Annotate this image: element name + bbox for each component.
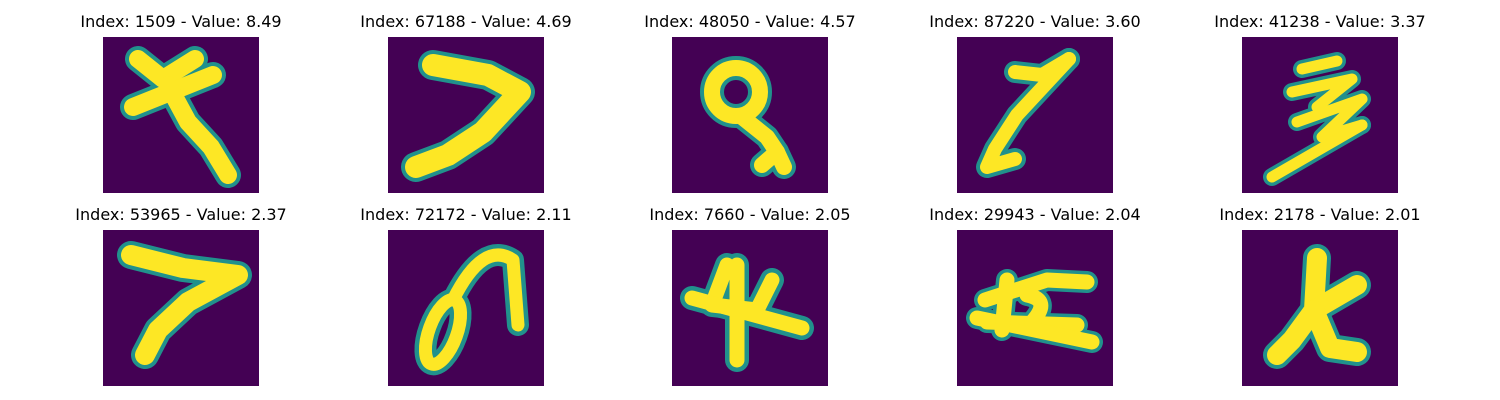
- glyph-image: [672, 37, 828, 193]
- glyph-image: [672, 230, 828, 386]
- glyph-image: [1242, 37, 1398, 193]
- panel-title: Index: 72172 - Value: 2.11: [360, 205, 572, 224]
- glyph-image: [388, 37, 544, 193]
- panel-title: Index: 53965 - Value: 2.37: [75, 205, 287, 224]
- glyph-image: [103, 230, 259, 386]
- glyph-image: [957, 230, 1113, 386]
- panel-title: Index: 2178 - Value: 2.01: [1219, 205, 1421, 224]
- panel-title: Index: 1509 - Value: 8.49: [80, 12, 282, 31]
- panel-title: Index: 41238 - Value: 3.37: [1214, 12, 1426, 31]
- glyph-image: [103, 37, 259, 193]
- panel-title: Index: 7660 - Value: 2.05: [649, 205, 851, 224]
- panel-title: Index: 48050 - Value: 4.57: [644, 12, 856, 31]
- glyph-image: [957, 37, 1113, 193]
- glyph-image: [1242, 230, 1398, 386]
- glyph-image: [388, 230, 544, 386]
- panel-title: Index: 87220 - Value: 3.60: [929, 12, 1141, 31]
- panel-title: Index: 67188 - Value: 4.69: [360, 12, 572, 31]
- panel-title: Index: 29943 - Value: 2.04: [929, 205, 1141, 224]
